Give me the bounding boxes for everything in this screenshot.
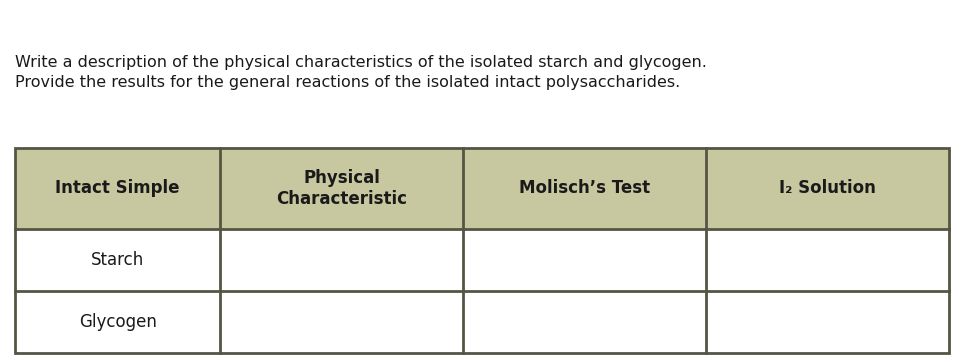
- Text: Provide the results for the general reactions of the isolated intact polysacchar: Provide the results for the general reac…: [15, 75, 681, 90]
- Bar: [15, 148, 221, 229]
- Bar: [707, 229, 949, 291]
- Bar: [464, 148, 707, 229]
- Bar: [464, 229, 707, 291]
- Bar: [221, 291, 464, 353]
- Bar: [221, 148, 464, 229]
- Bar: [15, 229, 221, 291]
- Bar: [15, 148, 949, 353]
- Text: I₂ Solution: I₂ Solution: [779, 180, 876, 198]
- Text: Write a description of the physical characteristics of the isolated starch and g: Write a description of the physical char…: [15, 55, 707, 70]
- Bar: [464, 291, 707, 353]
- Text: Intact Simple: Intact Simple: [56, 180, 180, 198]
- Bar: [15, 291, 221, 353]
- Bar: [707, 291, 949, 353]
- Bar: [707, 148, 949, 229]
- Text: Physical
Characteristic: Physical Characteristic: [277, 169, 408, 208]
- Text: Molisch’s Test: Molisch’s Test: [520, 180, 651, 198]
- Text: Starch: Starch: [92, 251, 145, 269]
- Bar: [221, 229, 464, 291]
- Text: Glycogen: Glycogen: [79, 313, 157, 331]
